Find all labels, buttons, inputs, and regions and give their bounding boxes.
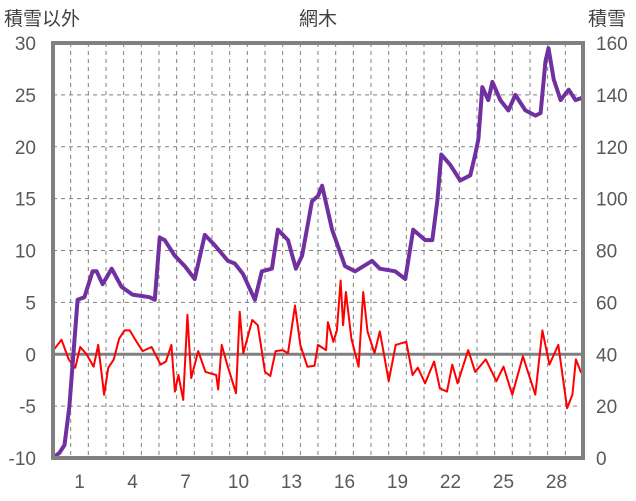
x-tick-label: 25	[493, 472, 514, 493]
x-tick-label: 13	[281, 472, 302, 493]
snow-depth-line	[51, 46, 584, 460]
x-tick-label: 16	[334, 472, 355, 493]
left-tick-label: 0	[25, 345, 36, 366]
right-tick-label: 40	[596, 345, 617, 366]
right-tick-label: 0	[596, 449, 607, 470]
x-tick-label: 28	[546, 472, 567, 493]
plot-border	[51, 41, 585, 460]
right-tick-label: 80	[596, 242, 617, 263]
other-measure-line	[52, 279, 583, 410]
left-tick-label: 15	[15, 190, 36, 211]
tick-labels: -10 -5 0 5 10 15 20 25 30 0 20 40 60 80 100 120 140 160 1 4…	[9, 34, 628, 493]
left-tick-label: 5	[25, 293, 36, 314]
left-axis-label: 積雪以外	[4, 8, 80, 30]
right-tick-label: 20	[596, 397, 617, 418]
right-tick-label: 120	[596, 138, 628, 159]
x-tick-label: 10	[228, 472, 249, 493]
left-tick-label: 25	[15, 86, 36, 107]
series-lines	[51, 46, 584, 460]
x-tick-label: 4	[127, 472, 138, 493]
right-tick-label: 160	[596, 34, 628, 55]
right-axis-label: 積雪	[588, 8, 626, 30]
left-tick-label: -5	[19, 397, 36, 418]
left-tick-label: 10	[15, 242, 36, 263]
x-tick-label: 1	[74, 472, 85, 493]
gridlines	[53, 43, 583, 458]
right-tick-label: 60	[596, 293, 617, 314]
left-tick-label: -10	[9, 449, 36, 470]
x-tick-label: 19	[387, 472, 408, 493]
right-tick-label: 100	[596, 190, 628, 211]
left-tick-label: 20	[15, 138, 36, 159]
chart-title: 網木	[299, 8, 337, 30]
left-tick-label: 30	[15, 34, 36, 55]
x-tick-label: 7	[180, 472, 191, 493]
x-tick-label: 22	[440, 472, 461, 493]
right-tick-label: 140	[596, 86, 628, 107]
